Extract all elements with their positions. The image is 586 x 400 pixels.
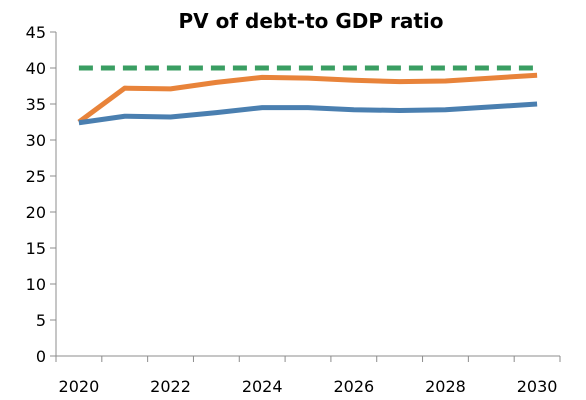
series-group [77,65,538,126]
x-tick-label: 2024 [242,377,283,396]
x-tick-label: 2030 [517,377,558,396]
y-tick-label: 5 [36,311,46,330]
y-tick-label: 30 [26,131,46,150]
x-axis-ticks: 2020 2022 2024 2026 2028 2030 [55,356,561,396]
y-tick-label: 25 [26,167,46,186]
y-tick-label: 20 [26,203,46,222]
x-tick-label: 2020 [59,377,100,396]
series-line-1 [77,72,538,125]
y-tick-label: 40 [26,59,46,78]
y-tick-label: 10 [26,275,46,294]
chart-title: PV of debt-to GDP ratio [179,9,444,33]
y-tick-label: 45 [26,23,46,42]
y-tick-label: 0 [36,347,46,366]
y-tick-label: 15 [26,239,46,258]
y-axis-ticks: 0 5 10 15 20 25 30 35 40 45 [26,23,56,366]
x-tick-label: 2026 [333,377,374,396]
series-line-2 [78,101,538,126]
x-tick-label: 2022 [150,377,191,396]
y-tick-label: 35 [26,95,46,114]
x-tick-label: 2028 [425,377,466,396]
